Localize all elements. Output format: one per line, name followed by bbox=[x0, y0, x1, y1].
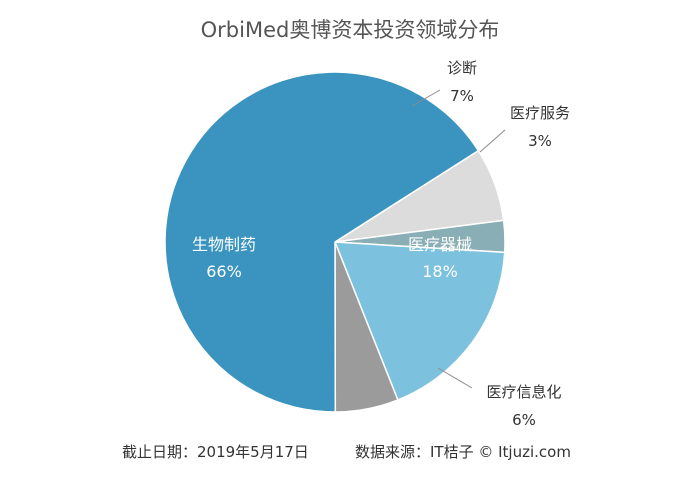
slice-label-5: 生物制药 bbox=[192, 235, 256, 254]
leader-line-1 bbox=[411, 89, 441, 107]
pie-slice-3 bbox=[333, 241, 506, 401]
footer-date: 截止日期：2019年5月17日 bbox=[122, 443, 309, 461]
slice-label-4: 医疗信息化 bbox=[486, 383, 561, 401]
slice-value-label-1: 7% bbox=[450, 87, 474, 105]
chart-title: OrbiMed奥博资本投资领域分布 bbox=[201, 18, 500, 42]
leader-lines bbox=[411, 89, 506, 389]
slice-label-2: 医疗服务 bbox=[510, 104, 570, 122]
slice-label-1: 诊断 bbox=[447, 59, 477, 77]
leader-line-2 bbox=[479, 129, 506, 153]
slice-value-label-5: 66% bbox=[206, 262, 242, 281]
slice-labels: 诊断 7% 医疗服务 3% 医疗器械 18% 医疗信息化 6% 生物制药 66% bbox=[192, 59, 570, 429]
leader-line-4 bbox=[437, 367, 473, 389]
slice-value-label-2: 3% bbox=[528, 132, 552, 150]
slice-value-label-3: 18% bbox=[422, 262, 458, 281]
slice-value-label-4: 6% bbox=[512, 411, 536, 429]
pie-slice-5 bbox=[164, 71, 480, 413]
pie-slices bbox=[164, 71, 506, 413]
footer-source: 数据来源：IT桔子 © Itjuzi.com bbox=[355, 443, 571, 461]
slice-label-3: 医疗器械 bbox=[408, 235, 472, 254]
